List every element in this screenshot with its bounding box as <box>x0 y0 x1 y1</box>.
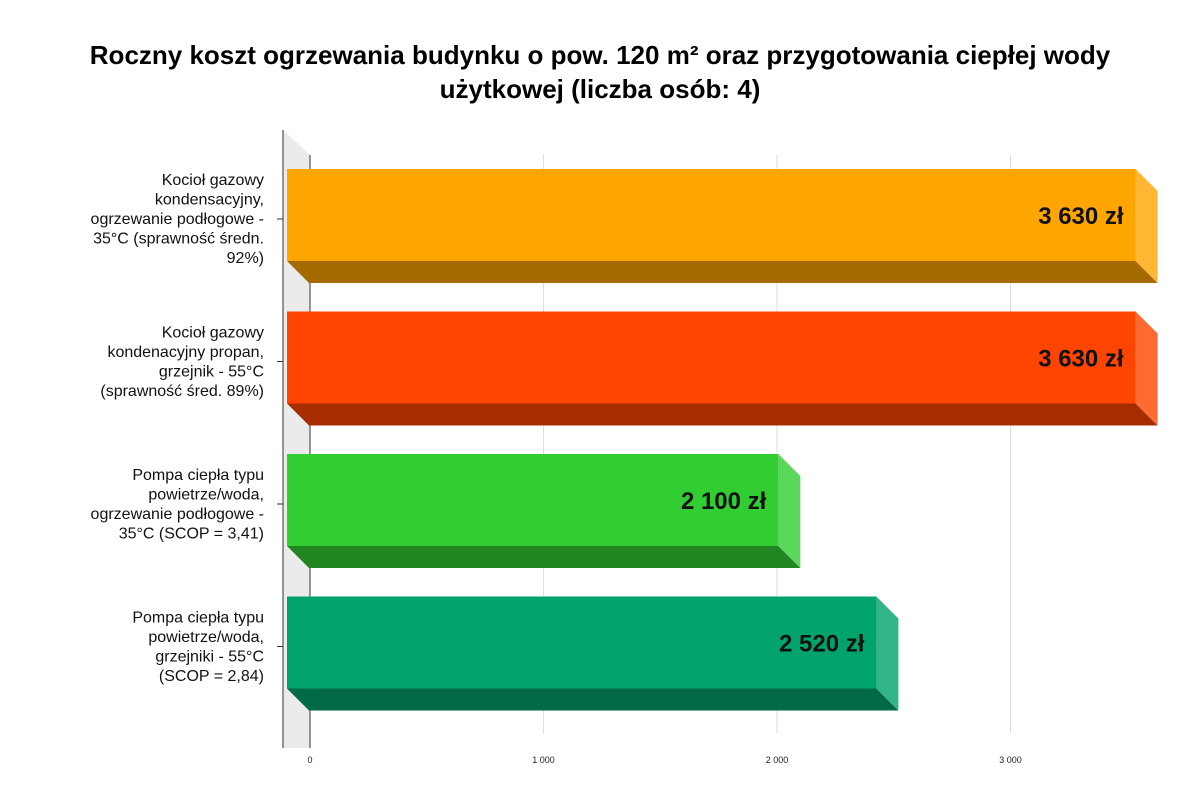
x-tick-label-1: 1 000 <box>532 755 555 765</box>
bar-end-1 <box>1135 311 1158 426</box>
chart-title: Roczny koszt ogrzewania budynku o pow. 1… <box>89 40 1111 104</box>
bar-bottom-1 <box>287 403 1158 426</box>
bar-front-3 <box>287 596 877 689</box>
bar-2 <box>287 454 801 568</box>
x-tick-label-2: 2 000 <box>766 755 789 765</box>
data-label-2: 2 100 zł <box>681 488 767 515</box>
plot-side-wall <box>283 130 310 748</box>
bar-bottom-2 <box>287 546 801 568</box>
data-label-1: 3 630 zł <box>1038 346 1124 373</box>
x-tick-label-3: 3 000 <box>999 755 1022 765</box>
x-tick-label-0: 0 <box>307 755 312 765</box>
category-label-2: Pompa ciepła typu powietrze/woda, ogrzewan… <box>91 467 264 543</box>
bar-front-2 <box>287 454 779 546</box>
bar-1 <box>287 311 1158 426</box>
bars-layer <box>287 169 1158 711</box>
category-label-3: Pompa ciepła typu powietrze/woda, grzejnik… <box>132 609 264 685</box>
bar-front-0 <box>287 169 1136 261</box>
data-label-0: 3 630 zł <box>1038 203 1124 230</box>
bar-front-1 <box>287 311 1136 404</box>
bar-end-0 <box>1135 169 1158 283</box>
bar-bottom-3 <box>287 688 899 711</box>
bar-end-2 <box>778 454 801 568</box>
bar-0 <box>287 169 1158 283</box>
data-label-3: 2 520 zł <box>779 631 865 658</box>
bar-end-3 <box>876 596 899 711</box>
bar-bottom-0 <box>287 261 1158 283</box>
bar-3 <box>287 596 899 711</box>
category-label-1: Kocioł gazowy kondenacyjny propan, grzejni… <box>100 324 264 400</box>
labels-layer: 0 1 000 2 000 3 000 3 630 zł Kocioł gazowy kon… <box>91 172 1124 765</box>
category-label-0: Kocioł gazowy kondensacyjny, ogrzewanie po… <box>91 172 264 267</box>
